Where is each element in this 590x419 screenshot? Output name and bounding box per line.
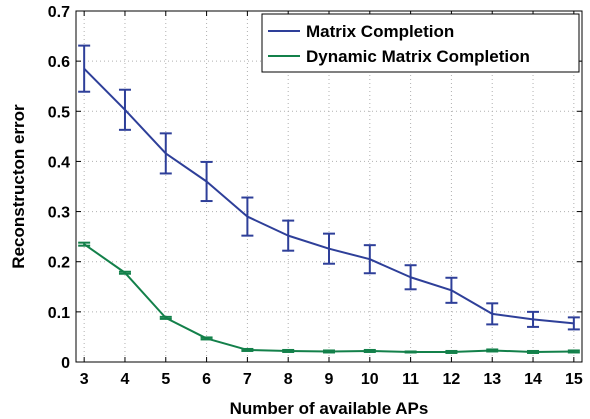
x-tick-label: 8 xyxy=(284,371,293,388)
x-tick-label: 13 xyxy=(483,371,501,388)
legend-label-dynamic-matrix-completion: Dynamic Matrix Completion xyxy=(306,47,530,66)
x-tick-label: 9 xyxy=(325,371,334,388)
y-tick-label: 0.1 xyxy=(48,305,70,322)
y-tick-label: 0 xyxy=(61,355,70,372)
y-tick-label: 0.7 xyxy=(48,4,70,21)
legend: Matrix Completion Dynamic Matrix Complet… xyxy=(262,14,579,72)
x-tick-label: 6 xyxy=(202,371,211,388)
y-axis-title: Reconstructon error xyxy=(9,104,28,269)
x-tick-label: 11 xyxy=(402,371,419,388)
y-tick-label: 0.2 xyxy=(48,255,70,272)
x-axis-title: Number of available APs xyxy=(230,399,429,418)
y-tick-label: 0.3 xyxy=(48,205,70,222)
x-tick-label: 4 xyxy=(121,371,130,388)
x-tick-label: 10 xyxy=(361,371,379,388)
x-tick-label: 5 xyxy=(161,371,170,388)
x-tick-label: 14 xyxy=(524,371,542,388)
legend-label-matrix-completion: Matrix Completion xyxy=(306,22,454,41)
y-tick-label: 0.4 xyxy=(48,154,70,171)
y-tick-label: 0.5 xyxy=(48,104,70,121)
y-tick-label: 0.6 xyxy=(48,54,70,71)
x-tick-label: 7 xyxy=(243,371,252,388)
x-tick-label: 15 xyxy=(565,371,583,388)
x-tick-label: 12 xyxy=(443,371,461,388)
x-tick-label: 3 xyxy=(80,371,89,388)
